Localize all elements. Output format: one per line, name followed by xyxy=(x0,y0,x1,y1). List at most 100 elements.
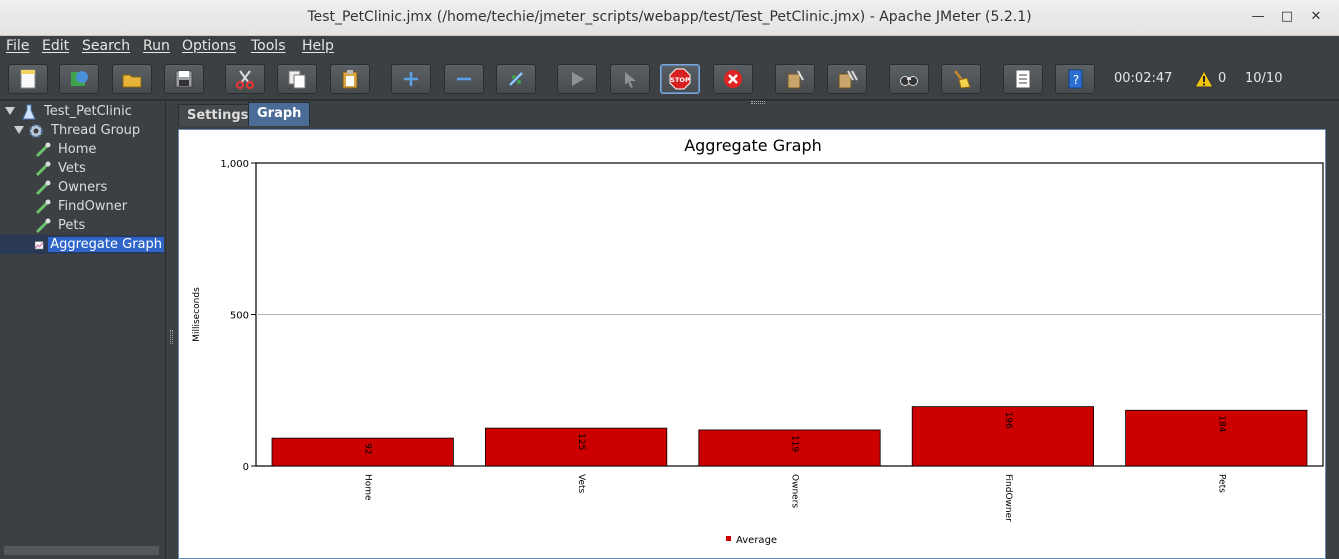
clear-all-button[interactable] xyxy=(827,64,867,94)
tree-label: Test_PetClinic xyxy=(44,104,132,119)
split-pane-grip[interactable] xyxy=(170,330,173,344)
close-icon[interactable]: ✕ xyxy=(1310,9,1322,24)
svg-text:?: ? xyxy=(1073,73,1079,87)
tab-settings[interactable]: Settings xyxy=(178,104,258,126)
x-tick-label: Owners xyxy=(790,474,800,508)
tree-label: Owners xyxy=(58,180,108,195)
panel-resize-grip[interactable] xyxy=(751,101,765,104)
new-button[interactable] xyxy=(8,64,48,94)
help-icon: ? xyxy=(1068,69,1083,89)
tree-label: Pets xyxy=(58,218,86,233)
tree-node-home[interactable]: Home xyxy=(34,140,98,159)
window-titlebar: Test_PetClinic.jmx (/home/techie/jmeter_… xyxy=(0,0,1339,36)
pipette-icon xyxy=(35,142,51,157)
gear-icon xyxy=(29,123,43,138)
tree-node-thread-group[interactable]: Thread Group xyxy=(27,121,142,140)
y-axis-label: Milliseconds xyxy=(192,287,202,342)
open-button[interactable] xyxy=(112,64,152,94)
aggregate-chart: Aggregate Graph 0 500 1,000 Milliseconds 92 H… xyxy=(192,136,1324,546)
y-tick-label: 1,000 xyxy=(220,159,249,170)
legend-label: Average xyxy=(736,535,777,546)
pipette-icon xyxy=(35,218,51,233)
reset-search-button[interactable] xyxy=(941,64,981,94)
test-plan-tree: Test_PetClinic Thread Group Home Vets Ow… xyxy=(0,101,166,559)
save-icon xyxy=(175,70,193,88)
bar-data-label: 196 xyxy=(1003,412,1013,429)
clear-button[interactable] xyxy=(775,64,815,94)
help-button[interactable]: ? xyxy=(1055,64,1095,94)
expand-all-button[interactable] xyxy=(391,64,431,94)
x-tick-label: Pets xyxy=(1216,474,1226,493)
tree-group-expander[interactable] xyxy=(14,126,24,134)
elapsed-time: 00:02:47 xyxy=(1114,71,1173,86)
warning-icon[interactable] xyxy=(1194,70,1214,88)
tree-label: Vets xyxy=(58,161,86,176)
stop-icon: STOP xyxy=(669,68,691,90)
search-icon xyxy=(900,76,918,86)
start-button[interactable] xyxy=(557,64,597,94)
pipette-icon xyxy=(35,161,51,176)
split-pane-divider[interactable] xyxy=(166,101,176,559)
tree-node-pets[interactable]: Pets xyxy=(34,216,87,235)
tree-node-vets[interactable]: Vets xyxy=(34,159,88,178)
tree-node-owners[interactable]: Owners xyxy=(34,178,109,197)
templates-button[interactable] xyxy=(59,64,99,94)
bar-data-label: 184 xyxy=(1216,415,1226,432)
start-icon xyxy=(572,72,584,86)
search-button[interactable] xyxy=(889,64,929,94)
start-no-pauses-icon xyxy=(625,72,636,88)
menu-options[interactable]: Options xyxy=(182,38,237,54)
bar-data-label: 119 xyxy=(790,435,800,452)
tree-node-test-plan[interactable]: Test_PetClinic xyxy=(20,102,134,121)
bar xyxy=(698,429,881,467)
test-plan-icon xyxy=(22,104,36,119)
toggle-icon xyxy=(509,72,523,86)
collapse-all-button[interactable] xyxy=(444,64,484,94)
start-no-pauses-button[interactable] xyxy=(610,64,650,94)
menu-help[interactable]: Help xyxy=(302,38,334,54)
tab-graph[interactable]: Graph xyxy=(248,102,311,126)
graph-icon xyxy=(34,240,44,249)
x-tick-label: Vets xyxy=(576,474,586,494)
tree-label: Home xyxy=(58,142,97,157)
main-panel: Settings Graph Aggregate Graph 0 500 1,000… xyxy=(176,101,1339,559)
tree-node-aggregate-graph[interactable]: Aggregate Graph xyxy=(0,235,164,254)
window-title: Test_PetClinic.jmx (/home/techie/jmeter_… xyxy=(307,9,1032,25)
clear-all-icon xyxy=(838,70,858,89)
cut-icon xyxy=(236,70,254,89)
tree-label: Aggregate Graph xyxy=(48,237,164,252)
new-icon xyxy=(20,69,36,89)
reset-search-icon xyxy=(954,70,971,89)
copy-icon xyxy=(288,70,306,89)
toolbar: STOP ? 00:02:47 0 10/10 xyxy=(0,58,1339,147)
clear-icon xyxy=(787,70,804,89)
shutdown-button[interactable] xyxy=(713,64,753,94)
svg-text:STOP: STOP xyxy=(670,76,690,84)
stop-button[interactable]: STOP xyxy=(660,64,700,94)
warning-count: 0 xyxy=(1218,71,1227,86)
menu-edit[interactable]: Edit xyxy=(42,38,70,54)
copy-button[interactable] xyxy=(277,64,317,94)
menu-search[interactable]: Search xyxy=(82,38,131,54)
menu-tools[interactable]: Tools xyxy=(251,38,286,54)
bar-data-label: 125 xyxy=(576,433,586,450)
toggle-button[interactable] xyxy=(496,64,536,94)
menu-run[interactable]: Run xyxy=(143,38,170,54)
cut-button[interactable] xyxy=(225,64,265,94)
chart-title: Aggregate Graph xyxy=(684,136,822,155)
paste-button[interactable] xyxy=(330,64,370,94)
menu-file[interactable]: File xyxy=(6,38,30,54)
bar xyxy=(1125,409,1308,467)
function-helper-icon xyxy=(1015,69,1031,89)
function-helper-button[interactable] xyxy=(1003,64,1043,94)
tree-horizontal-scrollbar[interactable] xyxy=(4,546,159,555)
open-icon xyxy=(122,74,142,88)
minimize-icon[interactable]: — xyxy=(1251,9,1265,24)
tree-root-expander[interactable] xyxy=(5,107,15,115)
maximize-icon[interactable]: □ xyxy=(1280,9,1294,24)
tree-node-findowner[interactable]: FindOwner xyxy=(34,197,129,216)
paste-icon xyxy=(342,70,358,89)
pipette-icon xyxy=(35,199,51,214)
save-button[interactable] xyxy=(164,64,204,94)
shutdown-icon xyxy=(724,70,742,88)
